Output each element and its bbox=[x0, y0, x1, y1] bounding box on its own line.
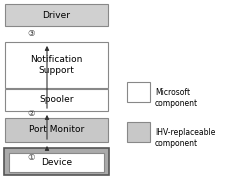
Bar bbox=[5, 89, 108, 111]
Bar bbox=[9, 153, 104, 172]
Bar bbox=[5, 42, 108, 88]
Bar bbox=[4, 148, 109, 175]
Bar bbox=[127, 82, 150, 102]
Text: Microsoft
component: Microsoft component bbox=[155, 88, 198, 108]
Text: Device: Device bbox=[41, 158, 72, 167]
Text: IHV-replaceable
component: IHV-replaceable component bbox=[155, 128, 215, 148]
Text: Port Monitor: Port Monitor bbox=[29, 125, 84, 134]
Bar bbox=[127, 122, 150, 142]
Text: Spooler: Spooler bbox=[39, 96, 74, 105]
Text: ③: ③ bbox=[27, 30, 35, 39]
Text: Driver: Driver bbox=[42, 11, 71, 20]
Bar bbox=[5, 118, 108, 142]
Text: ②: ② bbox=[27, 109, 35, 118]
Bar bbox=[5, 4, 108, 26]
Text: ①: ① bbox=[27, 152, 35, 162]
Text: Notification
Support: Notification Support bbox=[30, 55, 83, 75]
